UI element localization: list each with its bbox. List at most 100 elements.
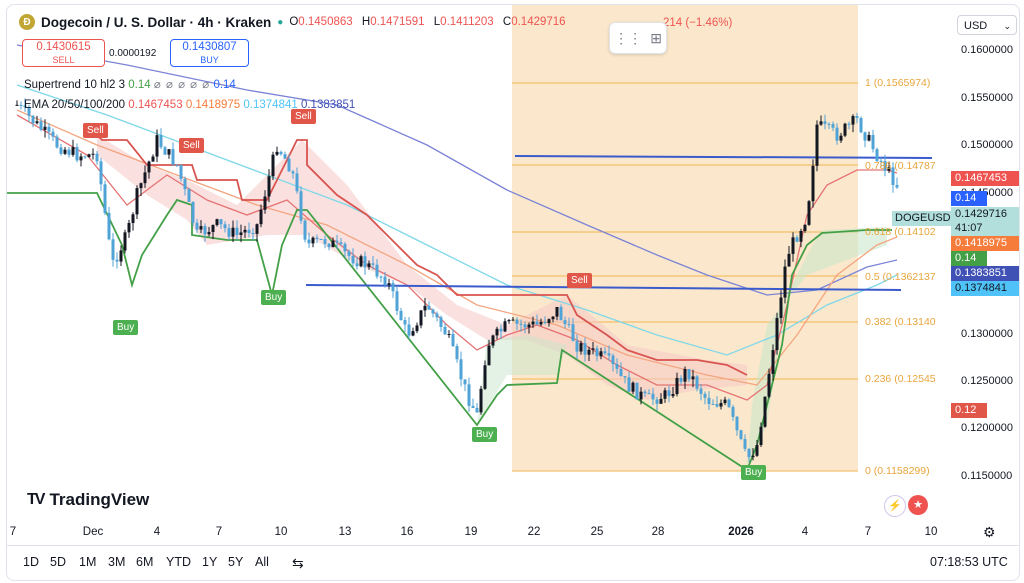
candle-body bbox=[107, 212, 111, 240]
candle-body bbox=[651, 393, 655, 400]
candle-body bbox=[155, 135, 159, 157]
candle-body bbox=[743, 438, 747, 449]
candle-body bbox=[247, 229, 251, 234]
timeframe-ytd[interactable]: YTD bbox=[166, 555, 191, 569]
candle-body bbox=[683, 368, 687, 382]
candle-body bbox=[443, 326, 447, 335]
candle-body bbox=[619, 368, 623, 377]
drag-handle-icon[interactable]: ⋮⋮ bbox=[614, 29, 643, 46]
candle-body bbox=[559, 306, 563, 321]
time-axis-label: 7 bbox=[864, 526, 872, 538]
time-axis-label: 22 bbox=[527, 526, 541, 538]
candle-body bbox=[387, 283, 391, 285]
candle-body bbox=[539, 321, 543, 325]
candle-body bbox=[755, 445, 759, 456]
timeframe-1y[interactable]: 1Y bbox=[202, 555, 218, 569]
candle-body bbox=[475, 407, 479, 413]
supertrend-buy-fill bbox=[747, 227, 887, 465]
supertrend-legend[interactable]: Supertrend 10 hl2 3 0.14 ⌀ ⌀ ⌀ ⌀ ⌀ 0.14 bbox=[24, 79, 236, 91]
candle-body bbox=[179, 164, 183, 179]
timeframe-5d[interactable]: 5D bbox=[50, 555, 66, 569]
bar-countdown: 41:07 bbox=[951, 221, 1019, 236]
candle-body bbox=[299, 191, 303, 221]
candle-body bbox=[303, 220, 307, 240]
candle-body bbox=[555, 306, 559, 317]
candle-body bbox=[887, 167, 891, 171]
settings-gear-icon[interactable]: ⚙ bbox=[983, 524, 996, 540]
candle-body bbox=[79, 156, 83, 161]
floating-toolbar[interactable]: ⋮⋮ ⊞ bbox=[609, 22, 667, 54]
candle-body bbox=[203, 226, 207, 235]
candle-body bbox=[787, 253, 791, 267]
market-status-icon: ● bbox=[277, 16, 284, 28]
add-object-icon[interactable]: ⊞ bbox=[650, 29, 662, 46]
candle-body bbox=[859, 117, 863, 133]
candle-body bbox=[835, 127, 839, 141]
ohlc-readout: O0.1450863 H0.1471591 L0.1411203 C0.1429… bbox=[289, 16, 566, 28]
price-axis-label: 0.1250000 bbox=[961, 375, 1013, 387]
currency-select[interactable]: USD ⌄ bbox=[957, 15, 1017, 35]
timeframe-3m[interactable]: 3M bbox=[108, 555, 126, 569]
candle-body bbox=[63, 149, 67, 154]
candle-body bbox=[115, 259, 119, 262]
candle-body bbox=[183, 178, 187, 190]
candle-body bbox=[123, 232, 127, 251]
buy-button[interactable]: 0.1430807 BUY bbox=[170, 39, 249, 67]
ema-legend[interactable]: EMA 20/50/100/200 0.1467453 0.1418975 0.… bbox=[24, 99, 356, 111]
candle-body bbox=[243, 229, 247, 233]
candle-body bbox=[435, 313, 439, 318]
us-flag-icon[interactable]: ★ bbox=[908, 495, 928, 515]
candle-body bbox=[335, 240, 339, 243]
candle-body bbox=[523, 324, 527, 328]
candle-body bbox=[715, 404, 719, 407]
candle-body bbox=[503, 321, 507, 332]
candle-body bbox=[467, 384, 471, 406]
chevron-down-icon: ⌄ bbox=[1003, 21, 1011, 31]
symbol-title[interactable]: Dogecoin / U. S. Dollar · 4h · Kraken bbox=[41, 14, 272, 30]
candle-body bbox=[431, 309, 435, 314]
candles bbox=[15, 98, 899, 462]
candle-body bbox=[419, 310, 423, 326]
price-chart[interactable] bbox=[7, 5, 1019, 545]
candle-body bbox=[263, 196, 267, 210]
timeframe-all[interactable]: All bbox=[255, 555, 269, 569]
candle-body bbox=[883, 161, 887, 171]
candle-body bbox=[631, 382, 635, 392]
candle-body bbox=[47, 126, 51, 132]
time-axis-label: 19 bbox=[464, 526, 478, 538]
candle-body bbox=[367, 263, 371, 268]
candle-body bbox=[783, 266, 787, 298]
time-axis-label: 16 bbox=[400, 526, 414, 538]
timeframe-1m[interactable]: 1M bbox=[79, 555, 97, 569]
candle-body bbox=[831, 124, 835, 128]
sell-button[interactable]: 0.1430615 SELL bbox=[22, 39, 105, 67]
time-axis-label: 2026 bbox=[728, 526, 754, 538]
candle-body bbox=[571, 324, 575, 341]
candle-body bbox=[71, 147, 75, 155]
candle-body bbox=[795, 237, 799, 242]
candle-body bbox=[803, 224, 807, 232]
timeframe-6m[interactable]: 6M bbox=[136, 555, 154, 569]
candle-body bbox=[891, 167, 895, 186]
candle-body bbox=[643, 391, 647, 394]
ema100-price-tag: 0.1374841 bbox=[951, 281, 1019, 296]
candle-body bbox=[535, 321, 539, 325]
price-axis-label: 0.1150000 bbox=[961, 470, 1013, 482]
time-axis-label: 13 bbox=[338, 526, 352, 538]
sell-signal: Sell bbox=[291, 109, 316, 124]
candle-body bbox=[843, 123, 847, 136]
lightning-icon[interactable]: ⚡ bbox=[884, 495, 906, 517]
candle-body bbox=[99, 161, 103, 185]
candle-body bbox=[603, 351, 607, 354]
date-range-icon[interactable]: ⇆ bbox=[292, 555, 304, 571]
candle-body bbox=[575, 340, 579, 352]
candle-body bbox=[91, 153, 95, 155]
timeframe-1d[interactable]: 1D bbox=[23, 555, 39, 569]
supertrend-line-green bbox=[7, 192, 892, 472]
timeframe-5y[interactable]: 5Y bbox=[228, 555, 244, 569]
price-axis-label: 0.1300000 bbox=[961, 328, 1013, 340]
candle-body bbox=[499, 328, 503, 332]
trend-line-upper bbox=[514, 155, 933, 159]
candle-body bbox=[347, 251, 351, 256]
ema20-price-tag: 0.1467453 bbox=[951, 171, 1019, 186]
